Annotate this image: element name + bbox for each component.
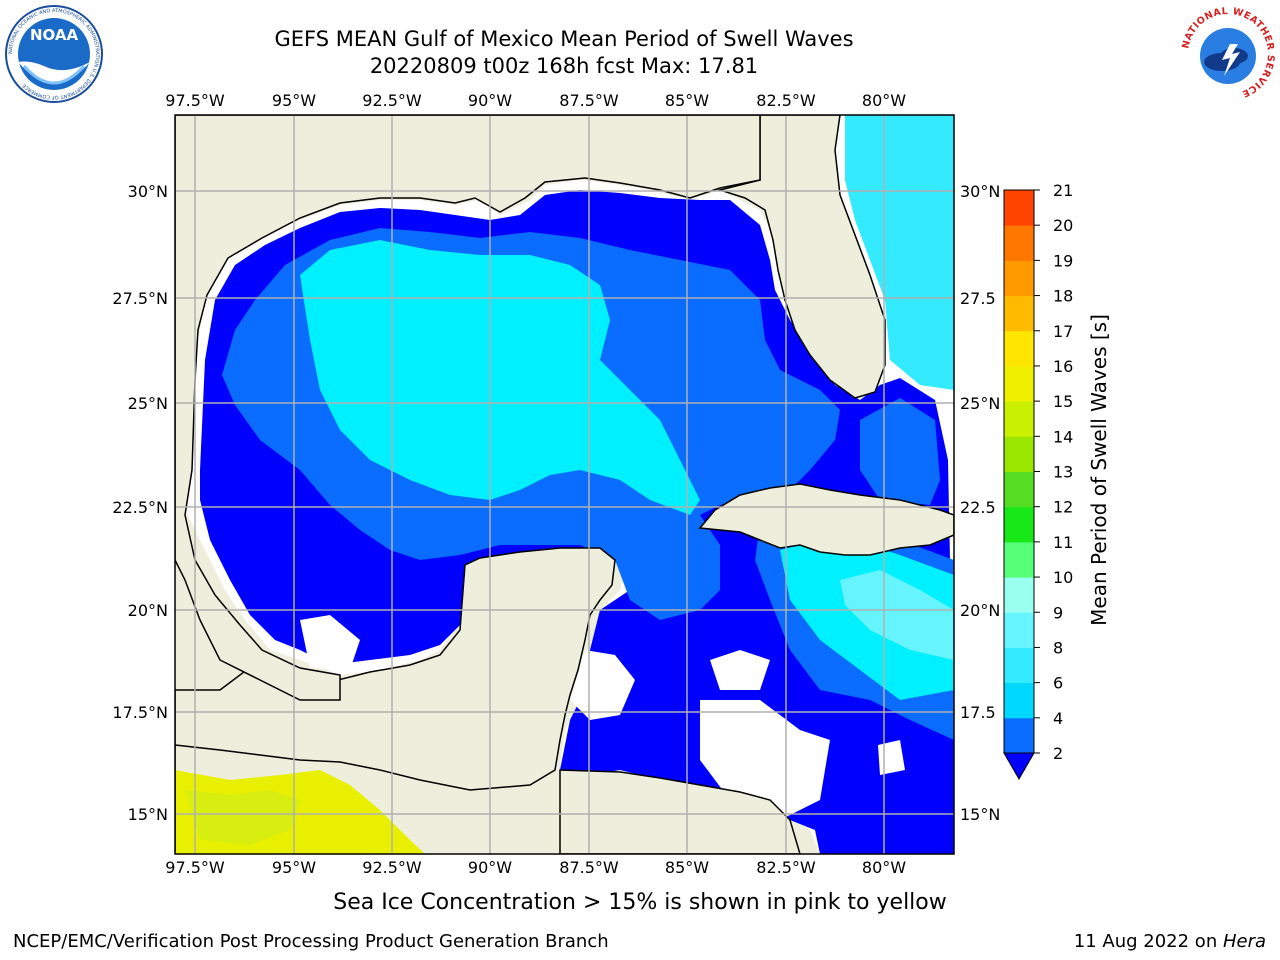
colorbar-segment bbox=[1004, 260, 1034, 297]
lat-label-right: 30°N bbox=[960, 182, 1000, 201]
colorbar: 2 4 6 8 9 10 11 12 13 14 15 16 17 18 19 20 21 bbox=[1003, 181, 1073, 781]
colorbar-tick-label: 8 bbox=[1053, 638, 1063, 657]
colorbar-tick-label: 4 bbox=[1053, 709, 1063, 728]
colorbar-tick-label: 17 bbox=[1053, 322, 1073, 341]
colorbar-segment bbox=[1004, 401, 1034, 437]
longitude-labels-bottom: 97.5°W 95°W 92.5°W 90°W 87.5°W 85°W 82.5°W 80°W bbox=[165, 858, 906, 877]
lon-label-bottom: 85°W bbox=[665, 858, 709, 877]
swell-period-6-8s-caribbean bbox=[840, 570, 954, 660]
lat-label-left: 25°N bbox=[128, 394, 168, 413]
graticule-lines bbox=[175, 115, 954, 854]
colorbar-tick-label: 6 bbox=[1053, 674, 1063, 693]
colorbar-segment bbox=[1004, 577, 1034, 613]
colorbar-title: Mean Period of Swell Waves [s] bbox=[1087, 314, 1111, 626]
lon-label-bottom: 92.5°W bbox=[362, 858, 422, 877]
lat-label-right: 17.5 bbox=[960, 703, 996, 722]
footer-host: Hera bbox=[1222, 931, 1266, 952]
longitude-labels-top: 97.5°W 95°W 92.5°W 90°W 87.5°W 85°W 82.5°W 80°W bbox=[165, 91, 906, 110]
lon-label-top: 97.5°W bbox=[165, 91, 225, 110]
colorbar-tick-label: 16 bbox=[1053, 357, 1073, 376]
lat-label-left: 17.5°N bbox=[112, 703, 168, 722]
colorbar-segment bbox=[1004, 682, 1034, 719]
swell-period-4-6s bbox=[300, 240, 700, 515]
colorbar-under-arrow bbox=[1003, 752, 1035, 781]
honduras-coast bbox=[559, 769, 801, 854]
lat-label-right: 15°N bbox=[960, 805, 1000, 824]
map-subtitle: 20220809 t00z 168h fcst Max: 17.81 bbox=[369, 54, 759, 78]
colorbar-segment bbox=[1004, 612, 1034, 648]
sea-ice-note: Sea Ice Concentration > 15% is shown in … bbox=[333, 890, 947, 915]
colorbar-tick-label: 19 bbox=[1053, 251, 1073, 270]
colorbar-tick-label: 18 bbox=[1053, 287, 1073, 306]
swell-period-4-6s-atlantic bbox=[845, 115, 954, 390]
colorbar-tick-label: 12 bbox=[1053, 498, 1073, 517]
north-gulf-coast bbox=[175, 115, 761, 701]
swell-period-2-4s-east bbox=[860, 398, 940, 505]
map-title: GEFS MEAN Gulf of Mexico Mean Period of … bbox=[274, 27, 854, 51]
colorbar-segment bbox=[1004, 190, 1034, 226]
map-plot-area bbox=[175, 115, 954, 854]
colorbar-segment bbox=[1004, 647, 1034, 684]
lon-label-bottom: 90°W bbox=[468, 858, 512, 877]
footer-date: 11 Aug 2022 on Hera bbox=[1074, 931, 1266, 952]
latitude-labels-left: 30°N 27.5°N 25°N 22.5°N 20°N 17.5°N 15°N bbox=[112, 182, 168, 824]
lon-label-top: 82.5°W bbox=[756, 91, 816, 110]
colorbar-tick-label: 15 bbox=[1053, 392, 1073, 411]
lon-label-top: 85°W bbox=[665, 91, 709, 110]
lon-label-bottom: 87.5°W bbox=[559, 858, 619, 877]
colorbar-tick-label: 9 bbox=[1053, 603, 1063, 622]
lon-label-bottom: 80°W bbox=[862, 858, 906, 877]
lat-label-left: 27.5°N bbox=[112, 289, 168, 308]
lon-label-top: 92.5°W bbox=[362, 91, 422, 110]
lat-label-left: 15°N bbox=[128, 805, 168, 824]
colorbar-tick-label: 11 bbox=[1053, 533, 1073, 552]
florida-peninsula bbox=[717, 115, 886, 399]
nws-logo: NATIONAL WEATHER SERVICE bbox=[1180, 6, 1276, 102]
colorbar-segment bbox=[1004, 471, 1034, 508]
lon-label-bottom: 95°W bbox=[272, 858, 316, 877]
lon-label-top: 87.5°W bbox=[559, 91, 619, 110]
lat-label-left: 30°N bbox=[128, 182, 168, 201]
colorbar-tick-label: 2 bbox=[1053, 744, 1063, 763]
colorbar-segment bbox=[1004, 506, 1034, 543]
footer-credit: NCEP/EMC/Verification Post Processing Pr… bbox=[13, 931, 609, 952]
lon-label-bottom: 82.5°W bbox=[756, 858, 816, 877]
colorbar-segment bbox=[1004, 717, 1034, 754]
colorbar-tick-label: 10 bbox=[1053, 568, 1073, 587]
map-frame bbox=[174, 114, 955, 855]
footer-date-text: 11 Aug 2022 on bbox=[1073, 931, 1223, 952]
colorbar-tick-label: 13 bbox=[1053, 463, 1073, 482]
lat-label-right: 25°N bbox=[960, 394, 1000, 413]
lon-label-top: 95°W bbox=[272, 91, 316, 110]
missing-patch-east bbox=[710, 650, 770, 690]
lat-label-right: 22.5 bbox=[960, 498, 996, 517]
latitude-labels-right: 30°N 27.5 25°N 22.5 20°N 17.5 15°N bbox=[960, 182, 1000, 824]
lat-label-left: 22.5°N bbox=[112, 498, 168, 517]
colorbar-tick-label: 21 bbox=[1053, 181, 1073, 200]
colorbar-segment bbox=[1004, 295, 1034, 332]
colorbar-segment bbox=[1004, 541, 1034, 578]
colorbar-segment bbox=[1004, 225, 1034, 261]
colorbar-tick-label: 20 bbox=[1053, 216, 1073, 235]
colorbar-segment bbox=[1004, 436, 1034, 472]
lat-label-right: 20°N bbox=[960, 601, 1000, 620]
lon-label-top: 90°W bbox=[468, 91, 512, 110]
high-period-swell-southwest-inner bbox=[185, 790, 300, 845]
lon-label-top: 80°W bbox=[862, 91, 906, 110]
lat-label-left: 20°N bbox=[128, 601, 168, 620]
lon-label-bottom: 97.5°W bbox=[165, 858, 225, 877]
noaa-logo: NOAA NATIONAL OCEANIC AND ATMOSPHERIC AD… bbox=[5, 5, 103, 103]
colorbar-segment bbox=[1004, 365, 1034, 402]
missing-patch-yucatan bbox=[570, 650, 635, 720]
lat-label-right: 27.5 bbox=[960, 289, 996, 308]
missing-patch-sw bbox=[300, 615, 360, 670]
noaa-logo-text: NOAA bbox=[30, 26, 79, 44]
colorbar-tick-label: 14 bbox=[1053, 427, 1073, 446]
colorbar-segment bbox=[1004, 330, 1034, 367]
